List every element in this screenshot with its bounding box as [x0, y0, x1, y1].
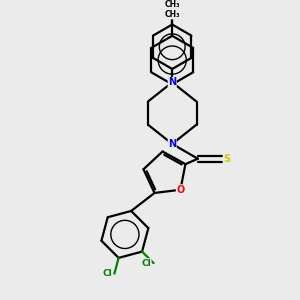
Text: N: N: [168, 77, 176, 87]
Text: CH₃: CH₃: [164, 10, 180, 19]
Text: Cl: Cl: [102, 269, 112, 278]
Text: N: N: [168, 139, 176, 149]
Text: O: O: [176, 185, 184, 195]
Text: Cl: Cl: [141, 259, 151, 268]
Text: S: S: [223, 154, 230, 164]
Text: CH₃: CH₃: [164, 0, 180, 9]
